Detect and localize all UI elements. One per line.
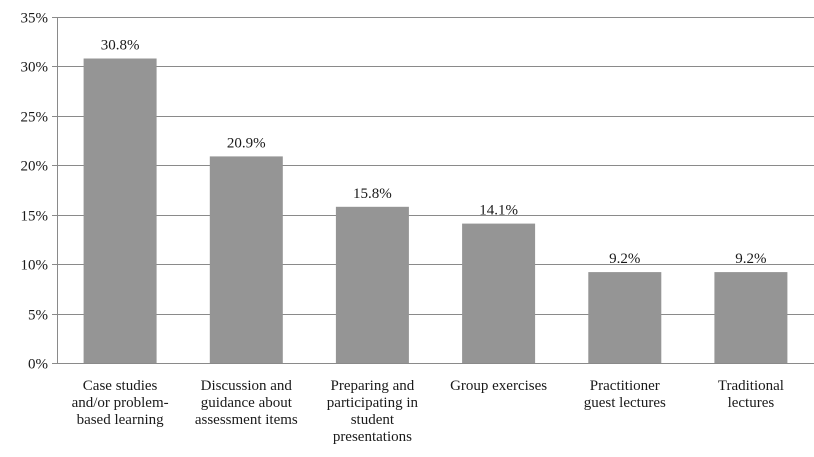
- data-label: 30.8%: [101, 38, 140, 54]
- bar: [335, 206, 409, 363]
- data-label: 20.9%: [227, 135, 266, 151]
- bar: [83, 58, 157, 363]
- category-label: Discussion and guidance about assessment i…: [195, 378, 298, 428]
- bar: [714, 272, 788, 363]
- axes: [52, 17, 58, 364]
- bars: [83, 58, 788, 363]
- y-tick-label: 0%: [28, 357, 48, 373]
- data-label: 14.1%: [479, 203, 518, 219]
- y-tick-label: 30%: [21, 60, 49, 76]
- y-tick-label: 20%: [21, 159, 49, 175]
- data-label: 15.8%: [353, 186, 392, 202]
- category-label: Case studies and/or problem-based learnin…: [72, 378, 169, 428]
- y-tick-label: 35%: [21, 11, 49, 27]
- category-label: Practitioner guest lectures: [584, 378, 666, 411]
- y-tick-labels: 0% 5% 10% 15% 20% 25% 30% 35%: [21, 11, 49, 373]
- y-tick-label: 25%: [21, 110, 49, 126]
- category-labels: Case studies and/or problem-based learnin…: [72, 378, 784, 445]
- data-labels: 30.8% 20.9% 15.8% 14.1% 9.2% 9.2%: [101, 38, 767, 268]
- bar: [462, 223, 536, 363]
- y-tick-label: 15%: [21, 209, 49, 225]
- category-label: Group exercises: [450, 378, 547, 394]
- data-label: 9.2%: [735, 251, 766, 267]
- data-label: 9.2%: [609, 251, 640, 267]
- bar: [588, 272, 662, 363]
- bar: [209, 156, 283, 363]
- category-label: Preparing and participating in student pres…: [327, 378, 419, 445]
- gridlines: [57, 17, 814, 364]
- y-tick-label: 5%: [28, 308, 48, 324]
- y-tick-label: 10%: [21, 258, 49, 274]
- category-label: Traditional lectures: [718, 378, 784, 411]
